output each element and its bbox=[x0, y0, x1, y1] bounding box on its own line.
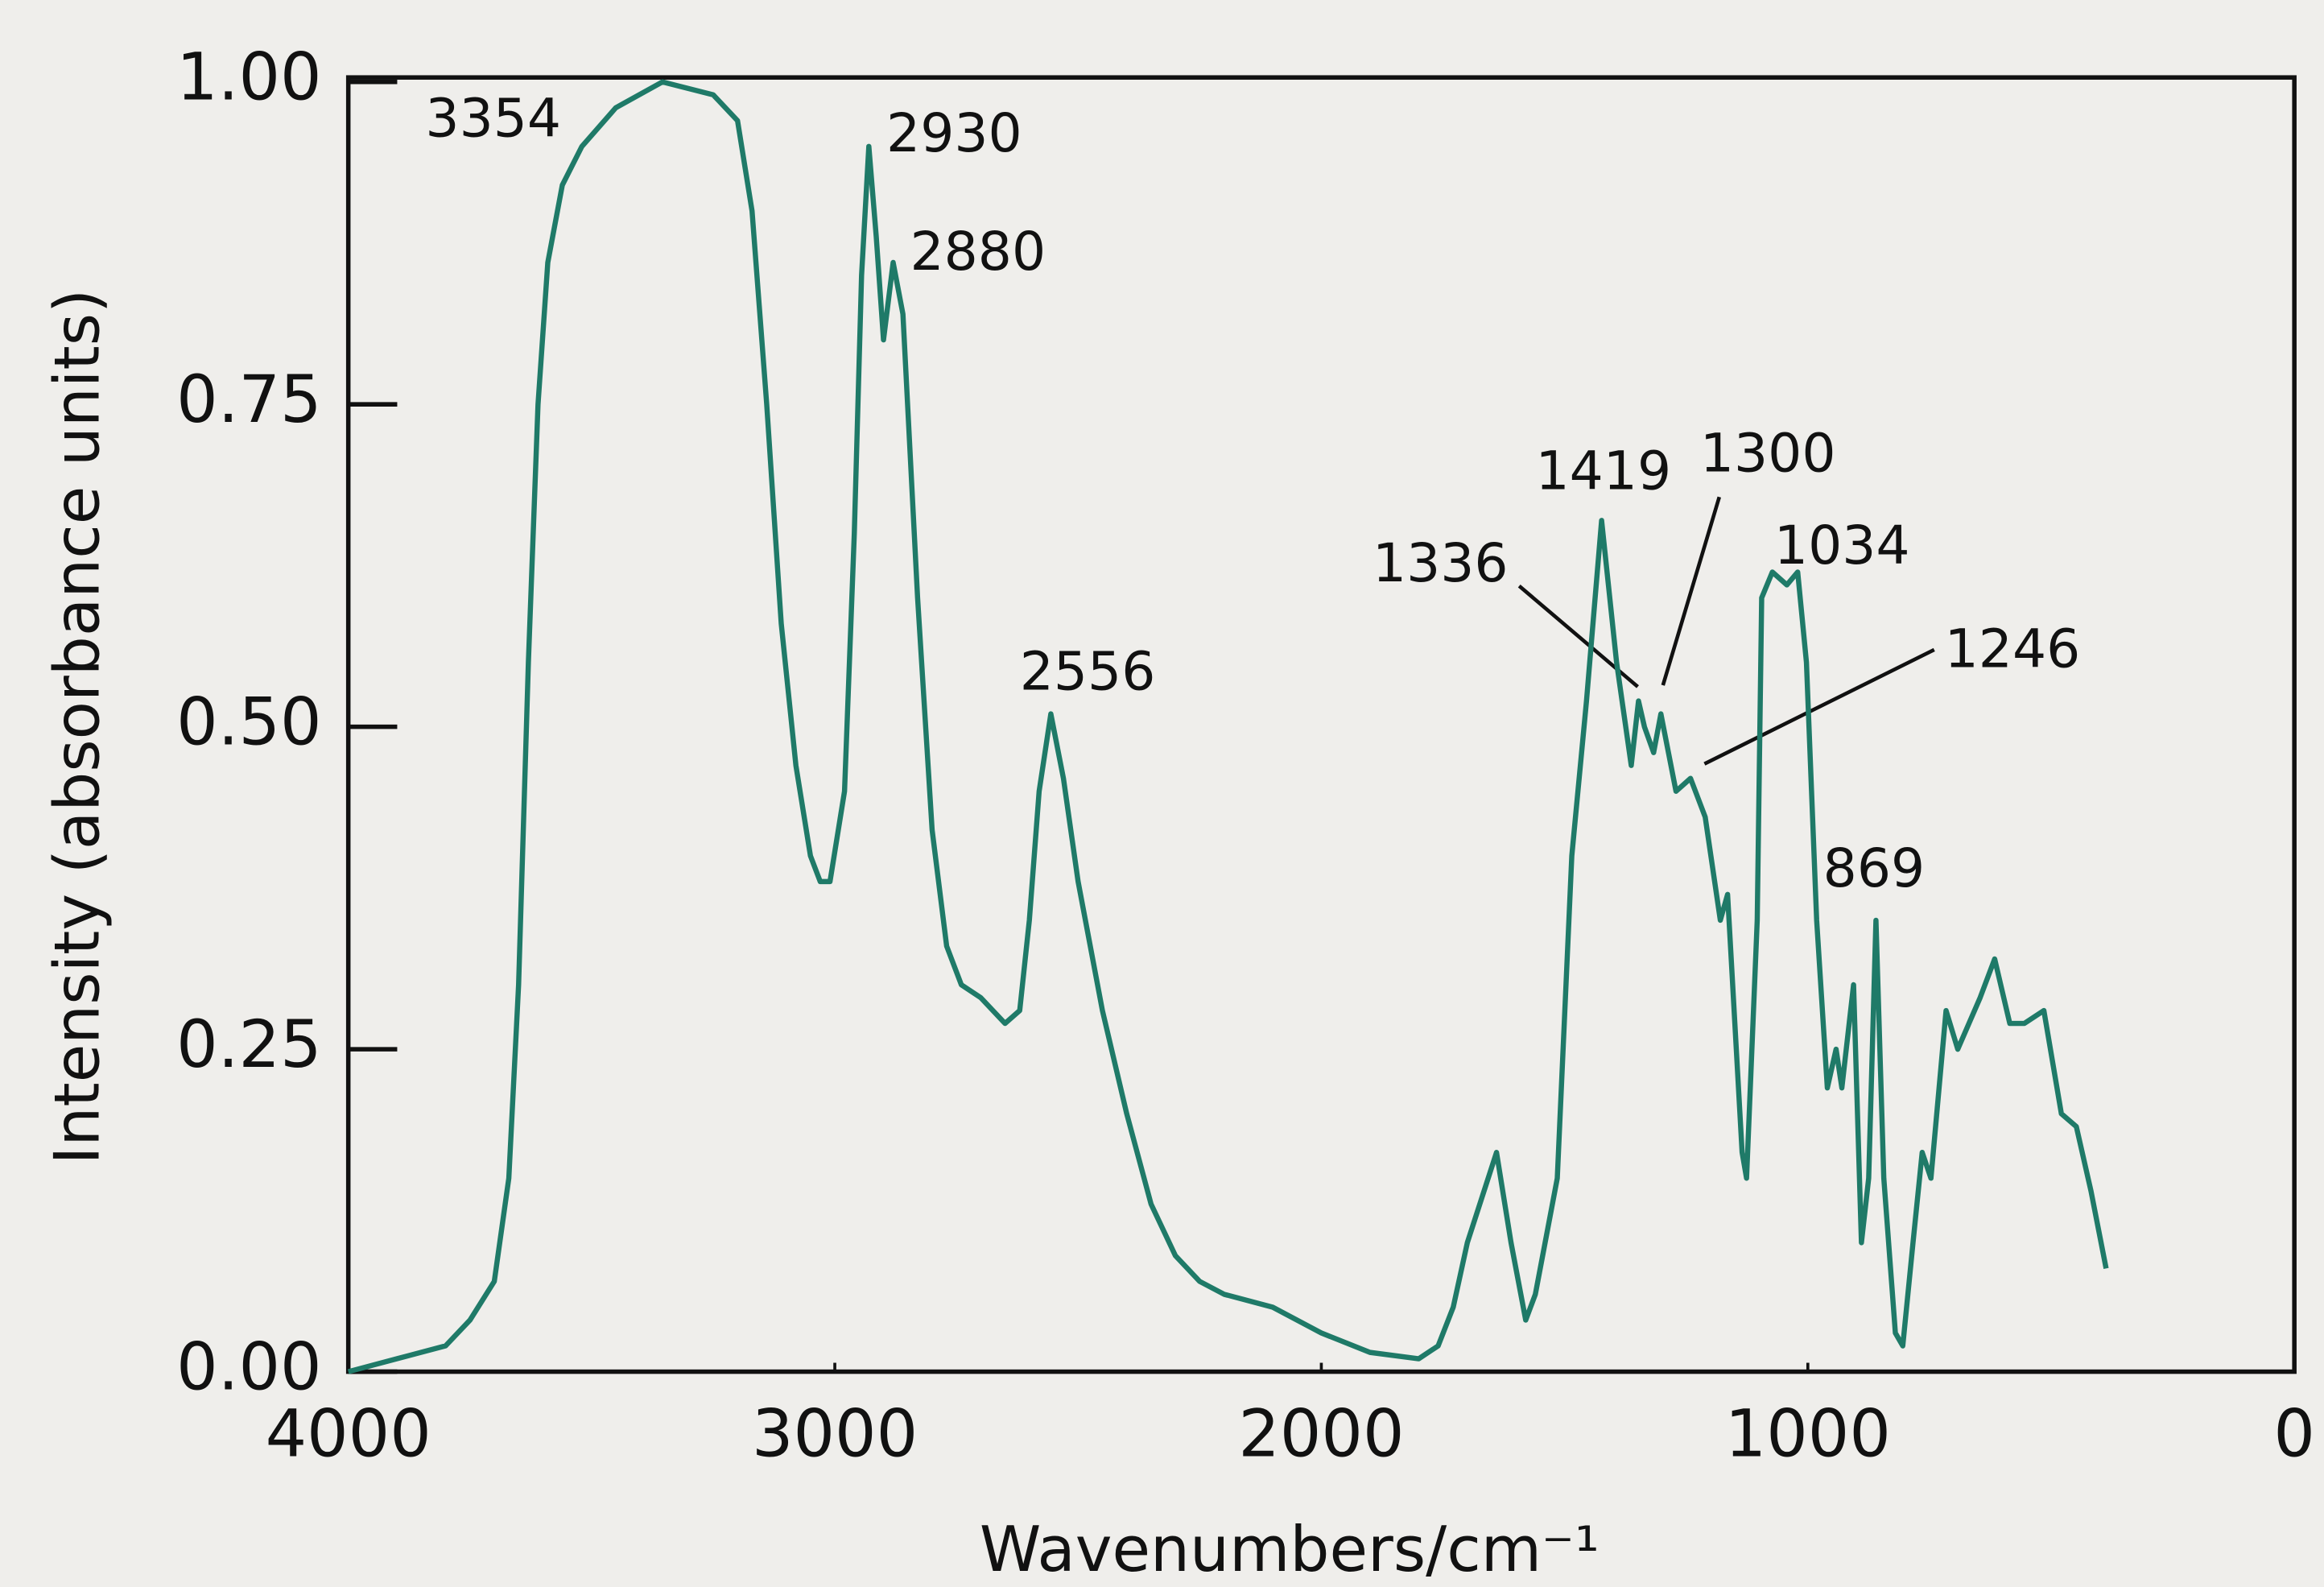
x-axis-label: Wavenumbers/cm⁻¹ bbox=[980, 1514, 1600, 1586]
peak-label: 1034 bbox=[1774, 514, 1910, 577]
spectrum-line bbox=[347, 79, 2109, 1374]
peak-label: 1336 bbox=[1373, 531, 1509, 594]
peak-label: 1300 bbox=[1700, 422, 1836, 485]
peak-label: 869 bbox=[1823, 837, 1925, 899]
x-tick-label: 2000 bbox=[1238, 1396, 1404, 1472]
peak-label: 2556 bbox=[1020, 639, 1156, 702]
x-tick-label: 1000 bbox=[1725, 1396, 1891, 1472]
leader-line bbox=[1661, 496, 1721, 686]
y-tick-label: 1.00 bbox=[176, 40, 321, 116]
leader-line bbox=[1703, 647, 1935, 766]
peak-label: 1246 bbox=[1945, 618, 2081, 680]
x-tick-label: 4000 bbox=[266, 1396, 431, 1472]
y-tick-label: 0.75 bbox=[176, 362, 321, 438]
x-tick-label: 0 bbox=[2273, 1396, 2315, 1472]
peak-label: 2930 bbox=[886, 101, 1022, 164]
peak-label: 3354 bbox=[425, 86, 561, 149]
peak-label: 2880 bbox=[910, 220, 1046, 283]
y-tick-label: 0.00 bbox=[176, 1330, 321, 1406]
y-axis-label: Intensity (absorbance units) bbox=[41, 289, 114, 1165]
y-tick-label: 0.25 bbox=[176, 1007, 321, 1083]
y-tick-label: 0.50 bbox=[176, 685, 321, 761]
x-tick-label: 3000 bbox=[752, 1396, 918, 1472]
peak-label: 1419 bbox=[1535, 440, 1671, 502]
